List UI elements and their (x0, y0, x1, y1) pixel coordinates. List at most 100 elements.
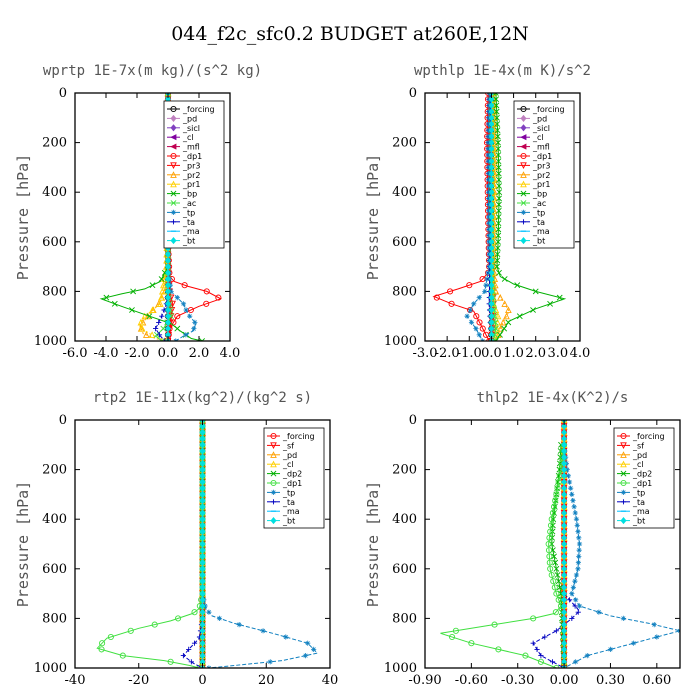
y-tick-label: 400 (392, 512, 417, 527)
x-tick-label: 3.0 (548, 346, 569, 361)
panel-title: wpthlp 1E-4x(m K)/s^2 (414, 63, 591, 79)
legend-marker (520, 134, 527, 141)
legend-marker (170, 152, 177, 160)
series-point (505, 319, 512, 326)
legend-label: _pd (632, 451, 647, 460)
series-point (572, 603, 578, 609)
legend-label: _tp (532, 208, 545, 217)
chart-panel-1: wprtp 1E-7x(m kg)/(s^2 kg) Pressure [hPa]… (14, 63, 262, 361)
legend-label: _tp (282, 488, 295, 497)
series-point (555, 578, 562, 585)
series-point (576, 553, 582, 559)
series-point (191, 640, 198, 646)
series-point (180, 653, 186, 659)
legend-label: _dp2 (632, 470, 652, 479)
series-point (167, 658, 174, 665)
series-point (467, 307, 473, 313)
legend-marker (170, 190, 177, 197)
x-tick-label: 0 (198, 673, 206, 688)
series-point (146, 313, 153, 320)
plot-frame (74, 92, 231, 342)
legend-label: _bp (532, 190, 547, 199)
series-point (576, 547, 582, 553)
series-point (196, 664, 203, 668)
legend-label: _cl (282, 460, 294, 469)
legend-marker (170, 105, 177, 113)
x-tick-label: 4.0 (570, 346, 591, 361)
series-point (576, 541, 583, 547)
legend-marker (170, 162, 177, 170)
series-point (492, 325, 499, 332)
series-point (158, 338, 165, 341)
legend-marker (620, 432, 627, 440)
series-point (192, 319, 198, 325)
legend-marker (620, 460, 627, 468)
series-point (654, 634, 660, 640)
series-point (158, 287, 166, 295)
legend-label: _pr1 (532, 180, 550, 189)
series-point (493, 108, 500, 115)
legend-marker (620, 451, 627, 458)
x-tick-label: -2.0 (435, 346, 460, 361)
x-tick-label: -4.0 (93, 346, 118, 361)
y-tick-label: 800 (42, 611, 67, 626)
legend-marker (520, 143, 527, 150)
series-point (129, 307, 135, 313)
series-layer (440, 420, 680, 668)
series-point (620, 615, 626, 621)
series-point (574, 522, 580, 528)
series-point (153, 326, 159, 332)
series-point (156, 319, 162, 325)
series-point (473, 313, 480, 320)
legend-label: _cl (182, 133, 194, 142)
series-point (495, 646, 502, 653)
series-point (584, 653, 590, 659)
series-point (260, 628, 266, 634)
legend-marker (520, 114, 527, 122)
y-tick-label: 0 (409, 86, 417, 101)
legend-label: _bt (182, 237, 195, 246)
series-layer (96, 420, 319, 668)
series-point (215, 294, 222, 301)
legend-marker (520, 162, 527, 170)
series-point (494, 251, 501, 258)
series-point (553, 664, 560, 668)
series-point (492, 319, 499, 326)
y-tick-label: 800 (42, 284, 67, 299)
legend-label: _pr2 (532, 171, 550, 180)
series-point (491, 331, 498, 338)
series-point (495, 145, 502, 152)
legend-label: _ta (632, 498, 645, 507)
series-point (547, 565, 554, 572)
x-tick-label: 1.0 (503, 346, 524, 361)
legend-label: _dp1 (532, 152, 552, 161)
series-point (156, 300, 164, 307)
series-point (493, 102, 500, 109)
series-point (568, 485, 574, 491)
chart-panel-3: rtp2 1E-11x(kg^2)/(kg^2 s) Pressure [hPa]… (14, 390, 338, 688)
series-point (546, 534, 553, 541)
series-point (206, 609, 212, 615)
y-tick-label: 400 (42, 185, 67, 200)
series-point (547, 522, 555, 529)
legend-marker (170, 134, 177, 141)
series-point (181, 282, 188, 289)
y-tick-label: 600 (392, 562, 417, 577)
series-point (138, 324, 146, 332)
series-point (495, 201, 502, 208)
series-point (203, 288, 210, 295)
legend-label: _forcing (632, 432, 665, 441)
legend-marker (520, 124, 527, 132)
series-point (569, 615, 575, 621)
series-point (103, 294, 110, 301)
legend-marker (170, 219, 177, 225)
legend-marker (520, 237, 527, 245)
y-tick-label: 1000 (384, 661, 417, 676)
series-point (433, 294, 440, 301)
series-point (551, 553, 557, 560)
series-point (468, 319, 475, 325)
series-point (496, 195, 502, 202)
legend-marker (520, 219, 527, 225)
series-point (547, 528, 554, 535)
